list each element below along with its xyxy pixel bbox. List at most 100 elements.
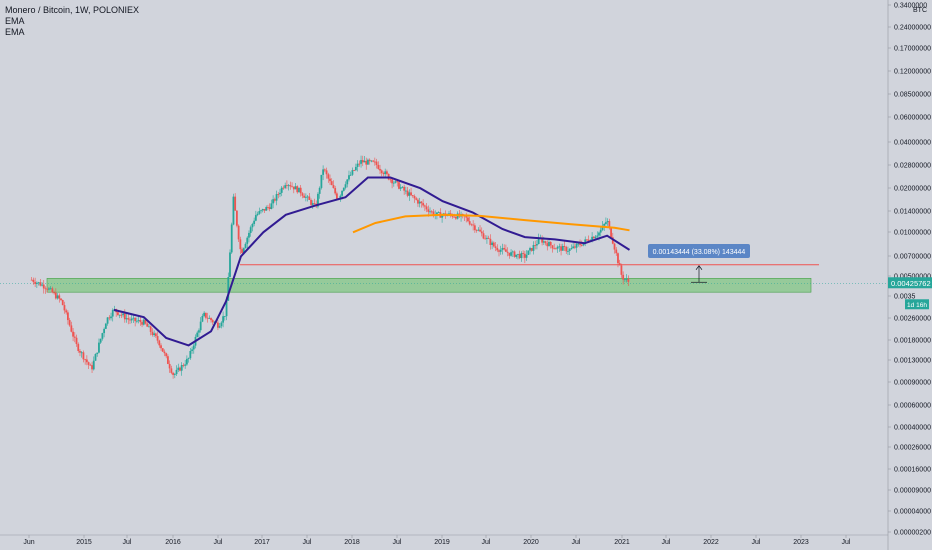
candle-body bbox=[44, 288, 47, 290]
candle-body bbox=[354, 166, 357, 171]
candle-body bbox=[561, 246, 564, 251]
candle-body bbox=[273, 199, 276, 201]
y-tick-label: 0.00700000 bbox=[894, 254, 931, 261]
candle-body bbox=[292, 186, 295, 190]
ema-legend-1[interactable]: EMA bbox=[5, 16, 25, 26]
x-tick-label: 2015 bbox=[76, 539, 92, 546]
candle-body bbox=[148, 326, 150, 328]
candle-body bbox=[532, 245, 535, 251]
candle-body bbox=[37, 282, 40, 284]
candle-body bbox=[356, 163, 359, 167]
candle-body bbox=[422, 203, 425, 206]
candle-body bbox=[382, 173, 385, 175]
candle-body bbox=[536, 244, 538, 246]
candle-body bbox=[225, 300, 228, 317]
price-axis[interactable]: 0.3400000 0.24000000 0.17000000 0.12000000 0… bbox=[887, 0, 932, 550]
chart-legend: Monero / Bitcoin, 1W, POLONIEX EMA EMA bbox=[5, 5, 139, 38]
y-tick-label: 0.00180000 bbox=[894, 338, 931, 345]
candle-body bbox=[372, 160, 375, 162]
candle-body bbox=[153, 333, 156, 336]
candle-body bbox=[146, 323, 149, 327]
candle-body bbox=[125, 318, 128, 320]
candle-body bbox=[251, 223, 254, 228]
candle-body bbox=[98, 342, 100, 353]
ema-layer bbox=[113, 176, 631, 347]
candle-body bbox=[144, 319, 147, 324]
candle-body bbox=[220, 322, 223, 327]
y-tick-label: 0.06000000 bbox=[894, 115, 931, 122]
candle-body bbox=[351, 170, 354, 175]
candle-body bbox=[349, 174, 352, 176]
candle-body bbox=[77, 344, 80, 351]
candle-body bbox=[480, 231, 483, 234]
measure-label-bg bbox=[648, 244, 750, 258]
candle-body bbox=[94, 354, 97, 361]
candle-body bbox=[175, 369, 178, 375]
candle-body bbox=[606, 221, 609, 223]
candle-body bbox=[513, 251, 516, 257]
candle-body bbox=[223, 316, 226, 317]
candle-body bbox=[48, 288, 50, 290]
candle-body bbox=[284, 185, 287, 188]
candle-body bbox=[622, 274, 625, 280]
candle-body bbox=[396, 181, 399, 183]
candle-body bbox=[60, 298, 62, 300]
candle-body bbox=[322, 169, 325, 175]
candle-body bbox=[404, 190, 407, 192]
candle-body bbox=[110, 316, 112, 319]
candle-body bbox=[244, 243, 247, 249]
candle-body bbox=[523, 253, 526, 258]
candle-body bbox=[430, 211, 433, 213]
candle-body bbox=[260, 210, 262, 212]
candle-body bbox=[596, 235, 599, 237]
candle-body bbox=[185, 358, 188, 365]
candle-body bbox=[403, 186, 406, 191]
candle-body bbox=[249, 227, 252, 233]
candle-body bbox=[304, 196, 307, 198]
candle-body bbox=[477, 229, 480, 231]
candle-body bbox=[201, 315, 204, 322]
candle-body bbox=[620, 265, 623, 275]
candle-body bbox=[411, 195, 414, 197]
candle-body bbox=[106, 317, 109, 324]
candle-body bbox=[111, 310, 114, 317]
candle-body bbox=[577, 243, 580, 245]
x-tick-label: Jul bbox=[123, 539, 132, 546]
ema-slow-line bbox=[352, 213, 630, 234]
y-tick-label: 0.04000000 bbox=[894, 140, 931, 147]
candle-body bbox=[39, 282, 42, 286]
candle-body bbox=[291, 186, 293, 188]
candle-body bbox=[258, 211, 261, 214]
candle-body bbox=[53, 292, 56, 294]
x-tick-label: Jul bbox=[752, 539, 761, 546]
time-axis[interactable]: Jun 2015 Jul 2016 Jul 2017 Jul 2018 Jul 2019 Jul 20… bbox=[0, 534, 888, 546]
candle-body bbox=[191, 349, 193, 351]
y-tick-label: 0.24000000 bbox=[894, 25, 931, 32]
candle-body bbox=[551, 245, 554, 249]
candle-body bbox=[489, 238, 492, 245]
candle-body bbox=[325, 170, 328, 175]
candle-body bbox=[298, 187, 300, 193]
candle-body bbox=[168, 363, 171, 369]
candle-body bbox=[449, 213, 452, 215]
candle-body bbox=[377, 164, 380, 169]
candle-body bbox=[211, 320, 214, 323]
candle-body bbox=[120, 314, 123, 316]
candle-body bbox=[184, 364, 187, 366]
candle-body bbox=[346, 179, 349, 185]
x-tick-label: Jul bbox=[393, 539, 402, 546]
candle-body bbox=[344, 184, 347, 188]
candle-body bbox=[35, 282, 38, 284]
ema-legend-2[interactable]: EMA bbox=[5, 27, 25, 37]
candle-body bbox=[484, 238, 487, 240]
candle-body bbox=[437, 212, 440, 213]
candle-body bbox=[342, 187, 345, 191]
symbol-title[interactable]: Monero / Bitcoin, 1W, POLONIEX bbox=[5, 5, 140, 15]
x-tick-label: 2017 bbox=[254, 539, 270, 546]
candle-body bbox=[141, 322, 143, 325]
x-tick-label: Jul bbox=[214, 539, 223, 546]
candle-body bbox=[206, 317, 209, 319]
candle-body bbox=[591, 236, 594, 241]
